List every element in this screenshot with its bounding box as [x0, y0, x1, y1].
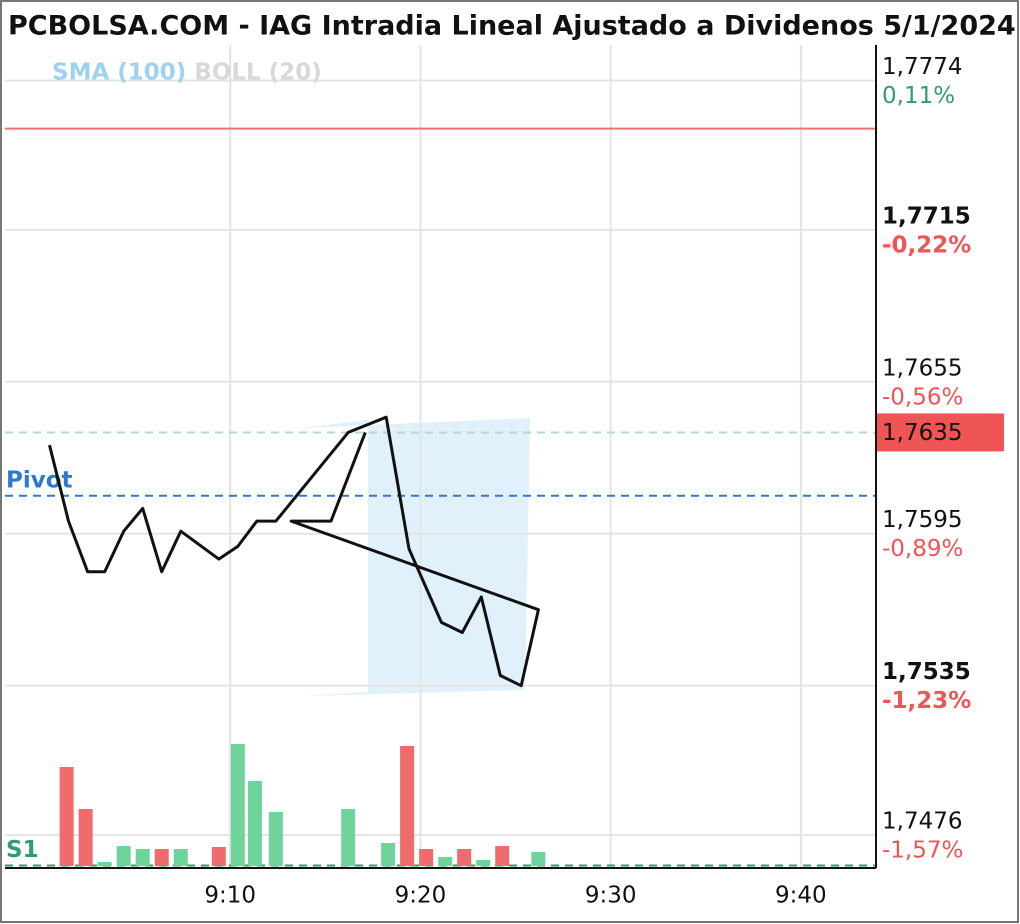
last-price-box: [876, 413, 1004, 452]
x-tick-label: 9:10: [204, 883, 256, 909]
y-tick-label: 1,7655: [882, 355, 962, 381]
volume-bar: [495, 846, 510, 866]
volume-bar: [230, 744, 245, 866]
last-price-label: 1,7635: [882, 420, 962, 446]
volume-bar: [247, 781, 262, 866]
volume-bar: [438, 857, 453, 866]
y-tick-change: 0,11%: [882, 83, 955, 109]
volume-bar: [173, 849, 188, 866]
y-tick-change: -0,89%: [882, 536, 963, 562]
y-tick-label: 1,7595: [882, 507, 962, 533]
chart-title: PCBOLSA.COM - IAG Intradia Lineal Ajusta…: [8, 11, 1016, 42]
volume-bar: [135, 849, 150, 866]
level-label: S1: [6, 837, 39, 863]
volume-bar: [341, 809, 356, 866]
legend-entry: SMA (100): [52, 60, 186, 86]
x-tick-label: 9:40: [775, 883, 827, 909]
y-tick-change: -0,22%: [882, 232, 971, 258]
volume-bar: [116, 846, 131, 866]
y-tick-label: 1,7535: [882, 659, 971, 685]
volume-bar: [78, 809, 93, 866]
volume-bar: [381, 843, 396, 866]
volume-bar: [97, 862, 112, 866]
y-tick-change: -1,57%: [882, 838, 963, 864]
volume-bar: [59, 767, 74, 866]
y-tick-change: -0,56%: [882, 384, 963, 410]
volume-bar: [268, 812, 283, 866]
x-tick-label: 9:20: [395, 883, 447, 909]
volume-bar: [154, 849, 169, 866]
legend-entry: BOLL (20): [194, 60, 321, 86]
y-tick-change: -1,23%: [882, 688, 971, 714]
band-shade: [300, 418, 530, 696]
volume-bar: [476, 860, 491, 866]
y-tick-label: 1,7715: [882, 203, 971, 229]
volume-bar: [400, 746, 415, 866]
volume-bar: [531, 852, 546, 866]
y-tick-label: 1,7774: [882, 54, 962, 80]
level-label: Pivot: [6, 467, 73, 493]
price-line: [48, 415, 540, 688]
x-tick-label: 9:30: [585, 883, 637, 909]
y-tick-label: 1,7476: [882, 809, 962, 835]
volume-bar: [419, 849, 434, 866]
volume-bar: [211, 847, 226, 866]
volume-bar: [457, 849, 472, 866]
